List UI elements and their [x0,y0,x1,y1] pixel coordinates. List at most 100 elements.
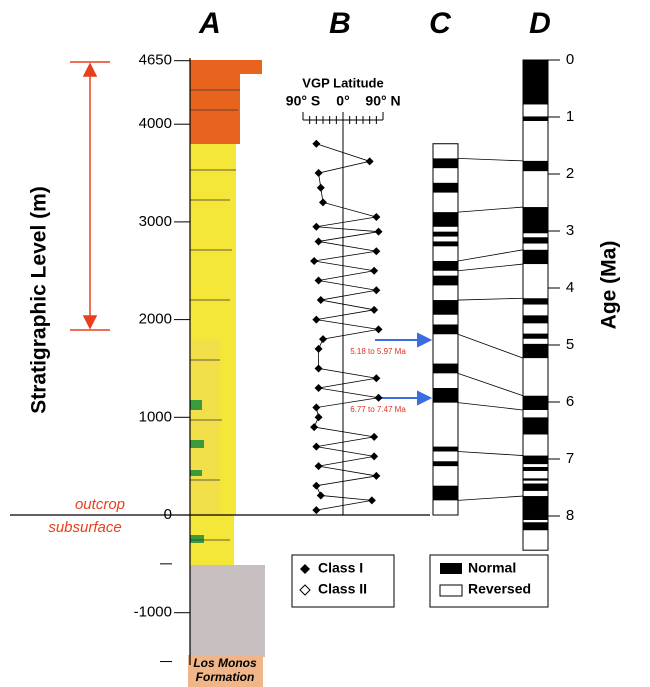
correlation-line [457,206,524,213]
arrow-label: 6.77 to 7.47 Ma [350,405,406,414]
vgp-point [314,413,323,422]
vgp-point [367,496,376,505]
vgp-point [314,237,323,246]
normal-interval [433,300,458,315]
legend-label: Normal [468,560,516,576]
vgp-point [310,423,319,432]
legend-swatch [440,563,462,574]
panel-letter: B [329,7,351,40]
correlation-line [457,495,524,501]
correlation-line [457,402,524,411]
vgp-path [313,143,379,511]
normal-interval [433,485,458,501]
vgp-point [312,139,321,148]
normal-interval [433,446,458,452]
left-axis-label: Stratigraphic Level (m) [28,186,51,414]
normal-interval [523,522,548,531]
panel-letter: C [429,7,452,40]
normal-interval [433,260,458,271]
correlation-line [457,263,524,272]
y-tick-label: -1000 [134,604,172,621]
vgp-point [372,247,381,256]
legend-label: Class I [318,560,363,576]
vgp-point [365,157,374,166]
y-tick-label: 1000 [139,408,172,425]
normal-interval [433,363,458,374]
normal-interval [523,207,548,234]
y-tick-label: 4000 [139,115,172,132]
correlation-line [457,249,524,262]
legend-symbol [299,584,311,596]
normal-interval [523,160,548,172]
blue-arrows [375,332,433,406]
vgp-point [372,374,381,383]
subsurface-label: subsurface [48,519,121,536]
vgp-point [316,491,325,500]
polarity-column [522,59,549,551]
normal-interval [523,249,548,265]
lithology-column [188,60,265,687]
right-axis-label: Age (Ma) [598,241,621,330]
age-tick-label: 8 [566,507,574,524]
legend-label: Class II [318,581,367,597]
vgp-point [312,222,321,231]
correlation-line [457,451,524,456]
outcrop-label: outcrop [75,496,125,513]
vgp-point [370,432,379,441]
normal-interval [433,182,458,193]
vgp-title: VGP Latitude [302,75,383,90]
normal-interval [523,478,548,481]
vgp-point [316,183,325,192]
vgp-point [316,296,325,305]
age-tick-label: 2 [566,165,574,182]
vgp-point [312,442,321,451]
vgp-point [319,198,327,207]
normal-interval [523,343,548,359]
vgp-point [314,383,323,392]
normal-interval [523,298,548,305]
normal-interval [523,395,548,410]
vgp-point [310,256,319,265]
legend-symbol [300,564,310,574]
age-tick-label: 6 [566,393,574,410]
normal-interval [523,496,548,520]
y-tick-label: 0 [164,506,172,523]
vgp-point [370,305,379,314]
normal-interval [523,455,548,465]
vgp-point [312,481,321,490]
legend-b [291,554,395,608]
normal-interval [433,324,458,335]
legend-c [429,554,549,608]
vgp-point [314,344,323,353]
vgp-point [370,266,379,275]
normal-interval [523,315,548,324]
legend-label: Reversed [468,581,531,597]
range-arrow [70,61,110,331]
normal-interval [433,212,458,227]
y-tick-label: 3000 [139,213,172,230]
normal-interval [523,483,548,491]
vgp-point [314,462,323,471]
correlation-line [457,297,524,301]
normal-interval [523,237,548,244]
normal-interval [523,417,548,435]
normal-interval [523,60,548,105]
normal-interval [433,158,458,169]
vgp-point [312,315,321,324]
vgp-point [374,325,383,334]
normal-interval [433,231,458,237]
normal-interval [433,241,458,247]
normal-interval [523,466,548,471]
vgp-point [370,452,379,461]
y-tick-label: 2000 [139,311,172,328]
panel-letter: A [198,7,221,40]
arrow-label: 5.18 to 5.97 Ma [350,347,406,356]
vgp-point [372,286,381,295]
correlation-line [457,157,524,162]
age-tick-label: 7 [566,450,574,467]
vgp-point [372,471,381,480]
age-tick-label: 5 [566,336,574,353]
vgp-point [319,335,327,344]
vgp-point [314,169,323,178]
